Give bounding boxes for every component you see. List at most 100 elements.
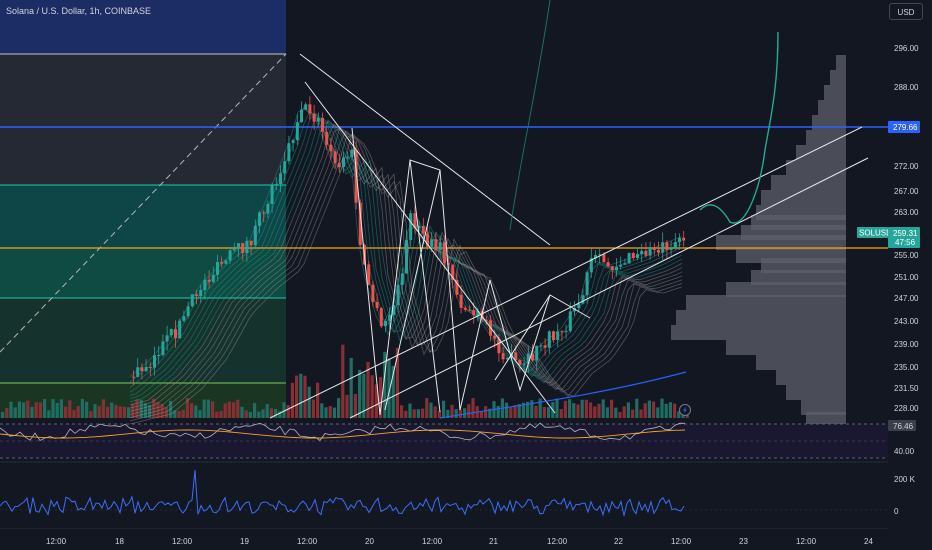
candle-body	[497, 338, 501, 354]
volume-profile	[671, 55, 846, 427]
volume-bar	[55, 403, 59, 418]
projection-curve	[699, 31, 779, 224]
candle-body	[615, 266, 618, 271]
volume-bar	[618, 412, 622, 418]
price-label-11: 231.50	[894, 384, 919, 393]
volume-bar	[219, 410, 223, 418]
volume-bar	[244, 410, 248, 418]
volume-bar	[68, 400, 72, 418]
volume-bar	[106, 406, 110, 418]
candle-body	[253, 225, 257, 246]
countdown-text: 47:56	[895, 238, 916, 247]
volume-bar	[349, 357, 353, 418]
candle-body	[476, 310, 480, 316]
candle-body	[501, 353, 505, 360]
price-label-8: 243.00	[894, 317, 919, 326]
candle-body	[161, 341, 165, 355]
candle-body	[220, 262, 224, 264]
candle-body	[283, 161, 287, 174]
volume-bar	[605, 407, 609, 418]
volume-bar	[47, 410, 51, 418]
candle-body	[610, 266, 614, 270]
candle-body	[518, 360, 522, 365]
currency-button[interactable]: USD	[889, 3, 923, 20]
volume-bar	[85, 401, 89, 418]
candle-body	[337, 163, 341, 168]
candle-body	[400, 273, 404, 285]
volume-bar	[240, 406, 244, 418]
candle-body	[279, 173, 282, 184]
pattern-leg[interactable]	[409, 159, 441, 413]
candle-body	[560, 331, 564, 333]
volume-bar	[639, 409, 643, 418]
volume-bar	[114, 404, 118, 418]
price-label-4: 263.00	[894, 208, 919, 217]
candle-body	[342, 157, 345, 168]
candle-body	[174, 329, 177, 339]
candle-body	[178, 320, 182, 339]
volume-bar	[248, 412, 252, 418]
pattern-zigzag[interactable]	[351, 127, 591, 416]
volume-profile-bar	[830, 70, 846, 85]
candle-body	[589, 258, 593, 273]
channel-upper-line[interactable]	[269, 126, 863, 419]
volume-bar	[278, 411, 282, 418]
pattern-leg-3[interactable]	[494, 294, 551, 381]
volume-bar	[1, 412, 5, 418]
volume-bar	[668, 402, 672, 418]
candle-body	[493, 335, 497, 339]
volume-bar	[374, 384, 378, 418]
candle-body	[539, 345, 543, 347]
volume-bar	[408, 403, 412, 418]
volume-bar	[286, 405, 290, 418]
symbol-tag	[857, 227, 888, 238]
candle-body	[451, 264, 455, 280]
volume-bar	[635, 398, 639, 418]
volume-bar	[555, 398, 559, 418]
volume-bar	[387, 358, 391, 418]
trendline-lower-descending[interactable]	[304, 81, 556, 414]
volume-bar	[660, 398, 664, 418]
volume-profile-bar	[801, 400, 846, 415]
ribbon-line	[129, 127, 683, 412]
candle-body	[195, 294, 198, 296]
candle-body	[409, 213, 413, 240]
volume-bar	[5, 408, 9, 418]
pattern-leg-2[interactable]	[384, 169, 441, 411]
volume-bar	[463, 408, 467, 418]
oscillator-value-tag	[888, 420, 916, 431]
volume-profile-bar	[796, 145, 846, 160]
volume-bar	[253, 403, 257, 418]
candle-body	[321, 118, 324, 132]
trendline-upper-descending[interactable]	[299, 53, 551, 246]
candle-body	[657, 250, 660, 253]
fib-dashed-diagonal	[0, 53, 287, 353]
trend-lines[interactable]	[269, 53, 869, 419]
volume-bar	[173, 410, 177, 418]
price-axis[interactable]: 296.00 288.00 272.00 267.00 263.00 255.0…	[857, 0, 932, 529]
candle-body	[426, 233, 429, 247]
candle-body	[169, 329, 173, 336]
volume-bar	[521, 402, 525, 418]
volume-profile-bar	[686, 295, 846, 310]
candle-body	[602, 254, 606, 263]
time-axis[interactable]: 12:00 18 12:00 19 12:00 20 12:00 21 12:0…	[0, 529, 932, 550]
oscillator-level-label: 40.00	[894, 447, 915, 456]
channel-lower-line[interactable]	[349, 157, 869, 419]
candle-body	[388, 314, 392, 321]
candle-body	[325, 131, 329, 145]
volume-profile-bar	[761, 190, 846, 205]
volume-bar	[437, 411, 441, 418]
last-price-tag	[888, 227, 920, 248]
ribbon-line	[129, 130, 683, 419]
time-label-8: 12:00	[547, 537, 568, 546]
volume-bar	[236, 399, 240, 418]
time-label-0: 12:00	[46, 537, 67, 546]
symbol-title[interactable]: Solana / U.S. Dollar, 1h, COINBASE	[6, 6, 152, 16]
ribbon-line	[129, 126, 683, 415]
lightning-icon[interactable]	[679, 404, 691, 416]
volume-profile-bar	[671, 325, 846, 340]
candle-body	[636, 254, 639, 258]
volume-axis-zero-label: 0	[894, 507, 899, 516]
